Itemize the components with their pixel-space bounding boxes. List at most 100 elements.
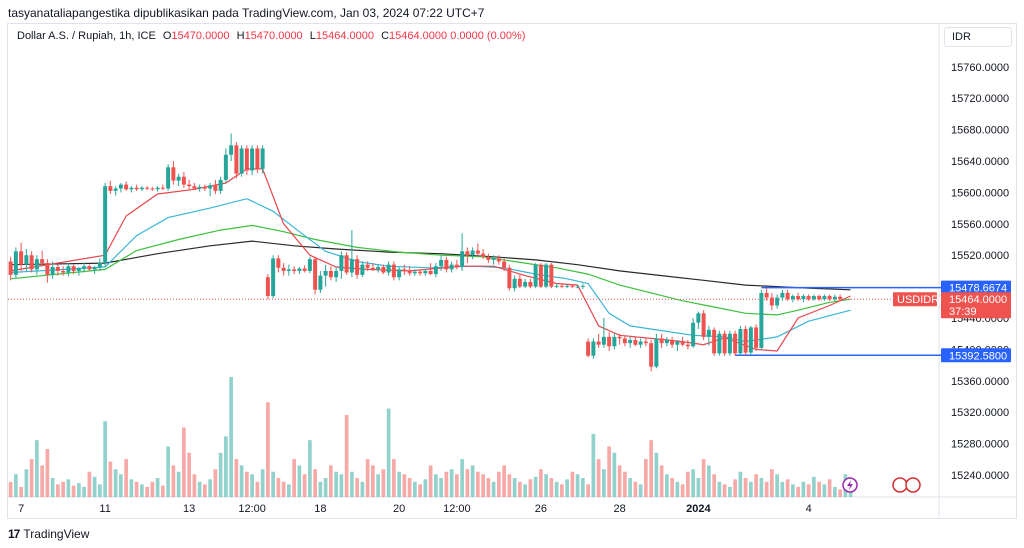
candle-body: [712, 329, 717, 354]
volume-bar: [507, 474, 512, 497]
volume-bar: [77, 483, 81, 497]
volume-bar: [591, 433, 596, 497]
volume-bar: [822, 484, 827, 497]
volume-bar: [407, 478, 412, 497]
countdown-label: 37:39: [949, 306, 977, 318]
tradingview-logo[interactable]: 17 TradingView: [8, 527, 89, 541]
legend-close-label: C: [381, 30, 390, 42]
candle-body: [533, 264, 538, 287]
candle-body: [87, 266, 92, 270]
volume-bar: [539, 469, 543, 497]
volume-bar: [392, 459, 396, 497]
volume-bar: [738, 471, 743, 497]
y-tick-label: 15320.0000: [951, 407, 1009, 419]
volume-bar: [638, 484, 643, 497]
candle-body: [213, 185, 218, 191]
candle-body: [596, 341, 601, 345]
volume-bar: [570, 471, 575, 497]
volume-bar: [743, 478, 748, 497]
candle-body: [386, 264, 391, 273]
volume-bar: [806, 484, 811, 497]
candle-body: [61, 270, 66, 273]
candle-body: [250, 148, 255, 171]
volume-bar: [56, 484, 60, 497]
volume-bar: [71, 485, 76, 497]
volume-bar: [607, 446, 611, 497]
x-tick-label: 12:00: [443, 503, 471, 515]
price-axis-label-box: [941, 280, 1011, 295]
volume-bar: [434, 474, 438, 497]
volume-bar: [796, 486, 800, 497]
volume-bar: [344, 414, 349, 497]
candle-body: [29, 255, 34, 270]
candle-body: [355, 259, 360, 275]
volume-bar: [371, 465, 375, 497]
volume-bar: [775, 474, 779, 497]
y-tick-label: 15560.0000: [951, 219, 1009, 231]
volume-bar: [129, 479, 134, 497]
candle-body: [134, 187, 139, 190]
volume-bar: [691, 469, 695, 497]
volume-bar: [670, 478, 674, 497]
candle-body: [318, 275, 323, 290]
candle-body: [717, 333, 722, 354]
candle-body: [554, 285, 559, 287]
candle-body: [822, 296, 827, 300]
candle-body: [528, 281, 533, 287]
candle-body: [234, 145, 239, 174]
candle-body: [832, 296, 837, 300]
candle-body: [775, 297, 780, 306]
volume-bar: [323, 478, 328, 497]
volume-bar: [696, 478, 701, 497]
x-tick-label: 4: [806, 503, 812, 515]
candle-body: [591, 341, 596, 356]
candle-body: [145, 187, 150, 189]
candle-body: [423, 270, 428, 274]
currency-selector[interactable]: IDR: [944, 27, 1012, 47]
candle-body: [218, 179, 223, 191]
x-tick-label: 2024: [686, 503, 711, 515]
candle-body: [118, 184, 123, 189]
candle-body: [570, 285, 575, 287]
candle-body: [475, 250, 480, 254]
candle-body: [328, 270, 333, 278]
volume-bar: [486, 478, 491, 497]
candle-body: [381, 267, 386, 273]
candle-body: [838, 296, 843, 300]
candle-body: [108, 186, 113, 191]
volume-bar: [35, 440, 39, 497]
candle-body: [790, 296, 795, 300]
x-tick-label: 11: [99, 503, 110, 515]
candle-body: [738, 329, 743, 354]
volume-bar: [602, 469, 606, 497]
current-price-label: 15464.0000: [949, 294, 1007, 306]
volume-bar: [785, 479, 790, 497]
candle-body: [601, 336, 606, 345]
volume-bar: [791, 484, 795, 497]
candle-body: [197, 186, 202, 189]
volume-bar: [418, 484, 422, 497]
tradingview-logo-icon: 17: [8, 527, 20, 541]
candle-body: [727, 333, 732, 354]
volume-bar: [449, 469, 454, 497]
volume-bar: [633, 481, 638, 497]
volume-bar: [155, 478, 160, 497]
y-tick-label: 15760.0000: [951, 62, 1009, 74]
x-tick-label: 20: [393, 503, 405, 515]
candle-body: [307, 259, 312, 271]
volume-bar: [103, 421, 107, 497]
volume-bar: [134, 481, 139, 497]
volume-bar: [707, 465, 711, 497]
volume-bar: [381, 469, 386, 497]
volume-bar: [8, 481, 13, 497]
us-flag-icon: [905, 477, 921, 493]
candle-body: [575, 286, 580, 288]
candle-body: [40, 259, 45, 264]
candle-body: [706, 329, 711, 337]
volume-bar: [334, 471, 338, 497]
candle-body: [607, 336, 612, 347]
volume-bar: [470, 465, 475, 497]
volume-bar: [502, 465, 506, 497]
legend-symbol[interactable]: Dollar A.S. / Rupiah, 1h, ICE: [17, 30, 156, 42]
